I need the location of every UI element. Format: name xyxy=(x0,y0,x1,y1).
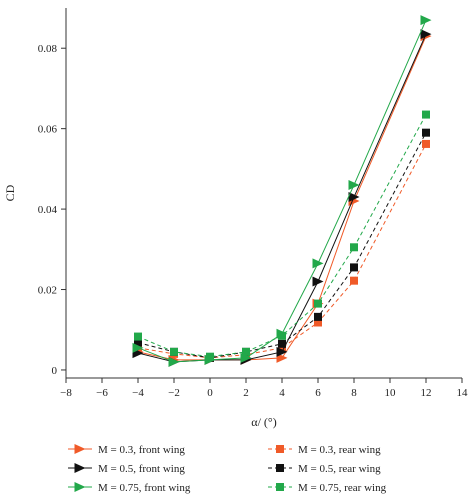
x-tick-label: −4 xyxy=(132,387,144,399)
legend-label: M = 0.75, front wing xyxy=(98,482,191,494)
data-point xyxy=(420,29,432,40)
data-point xyxy=(348,179,360,190)
y-tick-label: 0.04 xyxy=(38,204,58,216)
data-point xyxy=(278,339,286,348)
x-tick-label: 0 xyxy=(207,387,213,399)
data-point xyxy=(314,318,322,327)
y-tick-label: 0 xyxy=(52,365,58,377)
data-point xyxy=(314,299,322,308)
legend-marker xyxy=(74,482,86,492)
x-tick-label: −8 xyxy=(60,387,72,399)
series-line xyxy=(137,114,427,358)
x-tick-label: 6 xyxy=(315,387,321,399)
legend-item: M = 0.5, rear wing xyxy=(268,463,381,475)
data-point xyxy=(134,332,142,341)
legend-item: M = 0.3, front wing xyxy=(68,444,185,456)
y-tick-label: 0.06 xyxy=(38,124,58,136)
series-0 xyxy=(132,31,432,365)
data-point xyxy=(350,243,358,252)
x-tick-label: −6 xyxy=(96,387,108,399)
data-point xyxy=(170,347,178,356)
series-2 xyxy=(132,29,432,367)
x-tick-label: 10 xyxy=(385,387,397,399)
series-line xyxy=(137,33,427,363)
data-point xyxy=(348,192,360,203)
series-3 xyxy=(134,128,430,362)
legend-item: M = 0.3, rear wing xyxy=(268,444,381,456)
axes: −8 −6 −4 −2 0 2 4 6 8 10 12 14 0 0.02 0.04 0.06 0.08 α/ (… xyxy=(3,8,468,429)
data-point xyxy=(420,15,432,26)
legend-marker xyxy=(276,445,284,453)
data-point xyxy=(312,276,324,287)
x-tick-label: 12 xyxy=(421,387,432,399)
legend-item: M = 0.75, rear wing xyxy=(268,482,387,494)
legend-item: M = 0.5, front wing xyxy=(68,463,185,475)
legend-label: M = 0.3, front wing xyxy=(98,444,185,456)
x-tick-label: 2 xyxy=(243,387,249,399)
x-tick-label: 14 xyxy=(457,387,469,399)
series-line xyxy=(137,35,427,361)
data-point xyxy=(132,342,144,353)
legend-label: M = 0.5, rear wing xyxy=(298,463,381,475)
y-tick-label: 0.08 xyxy=(38,43,58,55)
data-point xyxy=(168,356,180,367)
series-layer xyxy=(132,15,432,367)
legend-marker xyxy=(276,483,284,491)
y-axis-title: CD xyxy=(3,184,17,201)
legend-label: M = 0.75, rear wing xyxy=(298,482,387,494)
data-point xyxy=(422,110,430,119)
legend: M = 0.3, front wing M = 0.3, rear wing M =… xyxy=(68,444,387,494)
data-point xyxy=(422,128,430,137)
legend-marker xyxy=(74,444,86,454)
series-4 xyxy=(132,15,432,367)
data-point xyxy=(350,263,358,272)
legend-label: M = 0.3, rear wing xyxy=(298,444,381,456)
data-point xyxy=(312,258,324,269)
series-line xyxy=(137,132,427,359)
legend-label: M = 0.5, front wing xyxy=(98,463,185,475)
series-5 xyxy=(134,110,430,361)
x-tick-label: 8 xyxy=(351,387,357,399)
data-point xyxy=(422,139,430,148)
series-line xyxy=(137,19,427,363)
x-axis-title: α/ (°) xyxy=(251,415,276,429)
data-point xyxy=(278,343,286,352)
data-point xyxy=(278,331,286,340)
legend-item: M = 0.75, front wing xyxy=(68,482,191,494)
data-point xyxy=(314,312,322,321)
legend-marker xyxy=(74,463,86,473)
y-tick-label: 0.02 xyxy=(38,285,57,297)
series-line xyxy=(137,143,427,359)
series-1 xyxy=(134,139,430,362)
legend-marker xyxy=(276,464,284,472)
x-tick-label: −2 xyxy=(168,387,180,399)
data-point xyxy=(276,346,288,357)
x-tick-label: 4 xyxy=(279,387,285,399)
data-point xyxy=(206,352,214,361)
data-point xyxy=(134,338,142,347)
data-point xyxy=(242,347,250,356)
data-point xyxy=(350,276,358,285)
